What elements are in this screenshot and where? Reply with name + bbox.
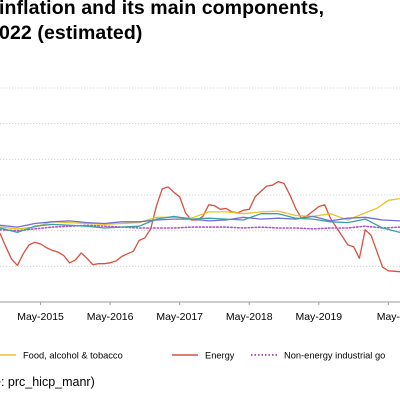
series-line-series-4 <box>0 215 400 228</box>
x-tick-label: May-2015 <box>17 311 64 323</box>
series-line-series-5 <box>0 213 400 234</box>
x-tick-label: May-2016 <box>87 311 134 323</box>
series-line-food-alcohol-tobacco <box>0 197 400 230</box>
x-tick-label: May- <box>377 311 400 323</box>
chart-title-line-1: inflation and its main components, <box>0 0 325 19</box>
x-tick-label: May-2017 <box>156 311 203 323</box>
chart-title-line-2: 022 (estimated) <box>0 22 143 44</box>
x-axis-ticks: May-2015 May-2016 May-2017 May-2018 May-2019… <box>17 302 400 323</box>
legend: Food, alcohol & tobacco Energy Non-energy … <box>0 351 385 361</box>
legend-label: Non-energy industrial go <box>284 351 385 361</box>
source-note: e: prc_hicp_manr) <box>0 375 95 389</box>
legend-label: Food, alcohol & tobacco <box>23 351 123 361</box>
series-line-non-energy-industrial-goods <box>0 224 400 232</box>
x-tick-label: May-2018 <box>226 311 273 323</box>
series-lines <box>0 180 400 273</box>
gridlines <box>0 87 400 303</box>
legend-label: Energy <box>205 351 235 361</box>
x-tick-label: May-2019 <box>295 311 342 323</box>
